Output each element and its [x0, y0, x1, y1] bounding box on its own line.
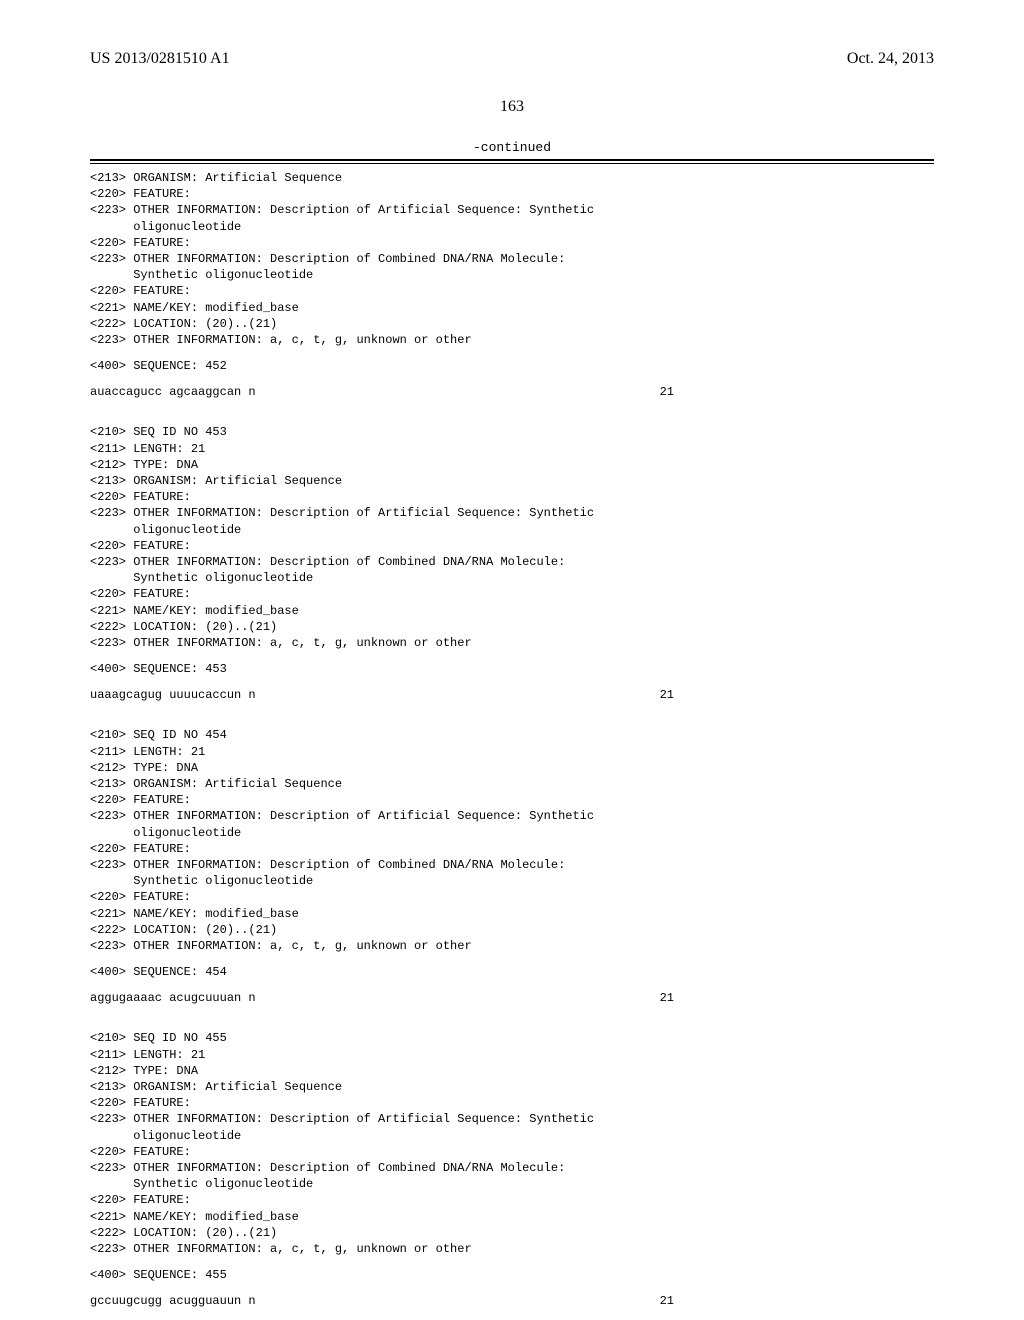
- seq-feature-block: <210> SEQ ID NO 454 <211> LENGTH: 21 <21…: [90, 727, 934, 954]
- seq-sequence-text: auaccagucc agcaaggcan n: [90, 384, 256, 400]
- seq-sequence-tag: <400> SEQUENCE: 455: [90, 1267, 934, 1283]
- seq-feature-block: <210> SEQ ID NO 453 <211> LENGTH: 21 <21…: [90, 424, 934, 651]
- seq-sequence-tag: <400> SEQUENCE: 452: [90, 358, 934, 374]
- seq-sequence-text: uaaagcagug uuuucaccun n: [90, 687, 256, 703]
- continued-label: -continued: [90, 140, 934, 155]
- seq-sequence-length: 21: [660, 990, 934, 1006]
- page-number: 163: [90, 98, 934, 116]
- seq-sequence-length: 21: [660, 384, 934, 400]
- seq-feature-block: <213> ORGANISM: Artificial Sequence <220…: [90, 170, 934, 348]
- publication-date: Oct. 24, 2013: [847, 50, 934, 68]
- seq-sequence-length: 21: [660, 687, 934, 703]
- seq-sequence-text: aggugaaaac acugcuuuan n: [90, 990, 256, 1006]
- page-header: US 2013/0281510 A1 Oct. 24, 2013: [90, 50, 934, 68]
- seq-sequence-row: uaaagcagug uuuucaccun n 21: [90, 687, 934, 703]
- seq-sequence-row: aggugaaaac acugcuuuan n 21: [90, 990, 934, 1006]
- seq-sequence-tag: <400> SEQUENCE: 454: [90, 964, 934, 980]
- seq-sequence-text: gccuugcugg acugguauun n: [90, 1293, 256, 1309]
- seq-sequence-length: 21: [660, 1293, 934, 1309]
- rule-thin: [90, 163, 934, 164]
- seq-sequence-row: auaccagucc agcaaggcan n 21: [90, 384, 934, 400]
- rule-heavy: [90, 159, 934, 161]
- publication-number: US 2013/0281510 A1: [90, 50, 230, 68]
- seq-feature-block: <210> SEQ ID NO 455 <211> LENGTH: 21 <21…: [90, 1030, 934, 1257]
- seq-sequence-tag: <400> SEQUENCE: 453: [90, 661, 934, 677]
- seq-sequence-row: gccuugcugg acugguauun n 21: [90, 1293, 934, 1309]
